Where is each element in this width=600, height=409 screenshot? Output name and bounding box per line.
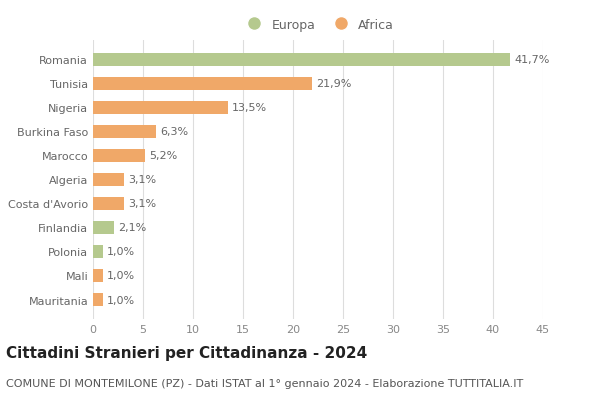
Text: 6,3%: 6,3% <box>160 127 188 137</box>
Text: 5,2%: 5,2% <box>149 151 177 161</box>
Text: Cittadini Stranieri per Cittadinanza - 2024: Cittadini Stranieri per Cittadinanza - 2… <box>6 346 367 361</box>
Bar <box>93 54 510 67</box>
Bar <box>93 126 156 139</box>
Bar <box>93 293 103 306</box>
Text: 21,9%: 21,9% <box>316 79 352 89</box>
Bar <box>93 101 228 115</box>
Text: 1,0%: 1,0% <box>107 295 135 305</box>
Text: COMUNE DI MONTEMILONE (PZ) - Dati ISTAT al 1° gennaio 2024 - Elaborazione TUTTIT: COMUNE DI MONTEMILONE (PZ) - Dati ISTAT … <box>6 378 523 388</box>
Bar <box>93 221 114 234</box>
Bar <box>93 197 124 211</box>
Bar <box>93 78 312 91</box>
Text: 3,1%: 3,1% <box>128 175 156 185</box>
Text: 2,1%: 2,1% <box>118 223 146 233</box>
Text: 13,5%: 13,5% <box>232 103 267 113</box>
Bar <box>93 245 103 258</box>
Bar <box>93 149 145 163</box>
Bar <box>93 173 124 187</box>
Text: 41,7%: 41,7% <box>514 55 550 65</box>
Bar <box>93 269 103 282</box>
Text: 1,0%: 1,0% <box>107 271 135 281</box>
Text: 1,0%: 1,0% <box>107 247 135 257</box>
Legend: Europa, Africa: Europa, Africa <box>237 14 399 37</box>
Text: 3,1%: 3,1% <box>128 199 156 209</box>
